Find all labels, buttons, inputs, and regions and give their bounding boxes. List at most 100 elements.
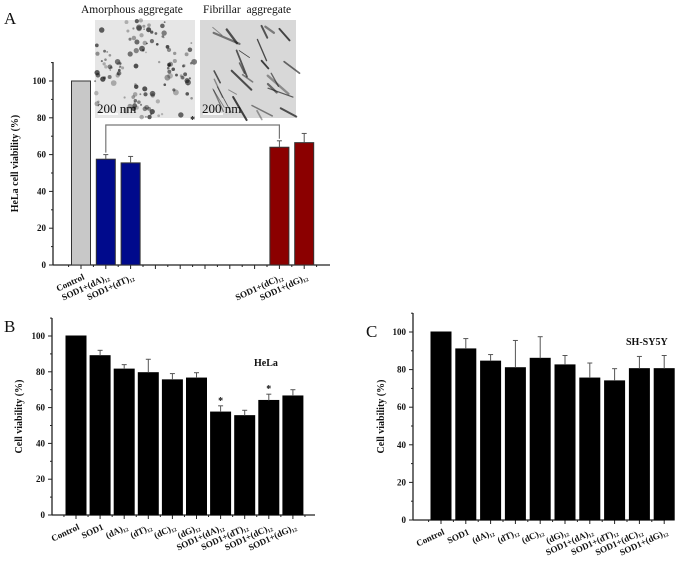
aggregate-particle bbox=[98, 27, 105, 33]
aggregate-particle bbox=[100, 60, 103, 63]
aggregate-particle bbox=[107, 64, 113, 69]
bar bbox=[269, 146, 290, 266]
bar bbox=[113, 368, 135, 516]
aggregate-particle bbox=[140, 103, 143, 106]
y-tick-label: 60 bbox=[37, 150, 47, 160]
aggregate-particle bbox=[138, 18, 144, 23]
aggregate-particle bbox=[104, 65, 108, 69]
fibril bbox=[212, 88, 225, 108]
aggregate-particle bbox=[116, 70, 122, 76]
chart-c: 0 20 40 60 80 100 Cell viability (%) Control SOD… bbox=[376, 312, 675, 558]
aggregate-particle bbox=[188, 77, 192, 80]
aggregate-particle bbox=[178, 112, 184, 118]
aggregate-particle bbox=[162, 36, 165, 39]
aggregate-particle bbox=[167, 64, 171, 67]
aggregate-particle bbox=[133, 48, 139, 54]
aggregate-particle bbox=[126, 29, 130, 33]
aggregate-particle bbox=[186, 83, 189, 86]
fibril bbox=[256, 38, 268, 62]
panel-label-b: B bbox=[4, 317, 15, 336]
tem-image-fibrillar bbox=[200, 20, 301, 122]
aggregate-particle bbox=[185, 92, 190, 96]
fibril bbox=[213, 70, 222, 84]
aggregate-particle bbox=[161, 35, 164, 38]
aggregate-particle bbox=[161, 30, 167, 36]
aggregate-particle bbox=[191, 58, 198, 65]
x-tick-label: (dT)₁₂ bbox=[129, 522, 154, 541]
bar bbox=[455, 348, 477, 521]
aggregate-particle bbox=[184, 52, 189, 57]
aggregate-particle bbox=[136, 24, 142, 31]
y-tick-label: 40 bbox=[36, 438, 46, 448]
aggregate-particle bbox=[132, 27, 135, 30]
aggregate-particle bbox=[94, 101, 100, 107]
aggregate-particle bbox=[127, 103, 133, 109]
aggregate-particle bbox=[190, 96, 193, 100]
fibril bbox=[212, 89, 224, 113]
aggregate-particle bbox=[102, 62, 106, 66]
annotation-hela: HeLa bbox=[254, 358, 278, 369]
aggregate-particle bbox=[139, 45, 145, 52]
x-tick-label: (dA)₁₂ bbox=[470, 527, 495, 546]
inset-caption-amorphous: Amorphous aggregate bbox=[81, 4, 183, 16]
fibril bbox=[260, 24, 269, 39]
aggregate-particle bbox=[155, 99, 160, 104]
aggregate-particle bbox=[127, 51, 133, 57]
aggregate-particle bbox=[139, 114, 144, 120]
significance-star: * bbox=[218, 396, 223, 407]
chart-b: 0 20 40 60 80 100 Cell viability (%) Control SOD… bbox=[14, 317, 315, 553]
y-tick-label: 40 bbox=[397, 440, 407, 450]
fibril bbox=[283, 60, 301, 75]
aggregate-particle bbox=[179, 74, 183, 78]
aggregate-particle bbox=[146, 42, 148, 45]
x-tick-label: SOD1 bbox=[446, 527, 472, 546]
significance-bracket bbox=[105, 124, 280, 153]
aggregate-particle bbox=[95, 51, 100, 56]
fibril bbox=[212, 31, 241, 45]
aggregate-particle bbox=[128, 37, 132, 41]
aggregate-particle bbox=[139, 93, 142, 96]
bar bbox=[234, 415, 256, 516]
y-axis-label: HeLa cell viability (%) bbox=[10, 115, 21, 213]
aggregate-particle bbox=[171, 67, 176, 71]
aggregate-particle bbox=[142, 106, 148, 112]
bar bbox=[653, 368, 675, 521]
fibril bbox=[264, 25, 276, 34]
aggregate-particle bbox=[149, 90, 156, 97]
y-tick-label: 0 bbox=[402, 515, 407, 525]
aggregate-particle bbox=[97, 100, 100, 103]
aggregate-particle bbox=[123, 107, 130, 114]
bar bbox=[95, 158, 116, 266]
aggregate-particle bbox=[142, 24, 146, 28]
fibril bbox=[260, 59, 270, 70]
aggregate-particle bbox=[149, 39, 155, 44]
x-tick-label: (dC)₁₂ bbox=[520, 527, 545, 546]
aggregate-particle bbox=[147, 23, 151, 27]
annotation-sh-sy5y: SH-SY5Y bbox=[626, 337, 668, 348]
x-tick-label: (dT)₁₂ bbox=[496, 527, 521, 546]
aggregate-particle bbox=[145, 51, 147, 54]
aggregate-particle bbox=[145, 115, 147, 118]
aggregate-particle bbox=[172, 88, 176, 92]
aggregate-particle bbox=[154, 32, 158, 35]
aggregate-particle bbox=[185, 79, 191, 86]
bar bbox=[529, 357, 551, 521]
aggregate-particle bbox=[133, 63, 139, 69]
y-tick-label: 100 bbox=[393, 327, 407, 337]
y-tick-label: 80 bbox=[37, 113, 47, 123]
bar bbox=[137, 372, 159, 516]
aggregate-particle bbox=[95, 72, 101, 78]
aggregate-particle bbox=[182, 64, 185, 68]
aggregate-particle bbox=[117, 68, 121, 72]
significance-star: * bbox=[190, 115, 195, 126]
y-tick-label: 60 bbox=[397, 402, 407, 412]
y-tick-label: 0 bbox=[41, 510, 46, 520]
bar bbox=[579, 377, 601, 521]
x-tick-label: (dA)₁₂ bbox=[104, 522, 129, 541]
aggregate-particle bbox=[160, 23, 165, 29]
fibril bbox=[256, 109, 263, 121]
aggregate-particle bbox=[132, 103, 138, 109]
aggregate-particle bbox=[94, 80, 97, 83]
aggregate-particle bbox=[134, 19, 139, 24]
